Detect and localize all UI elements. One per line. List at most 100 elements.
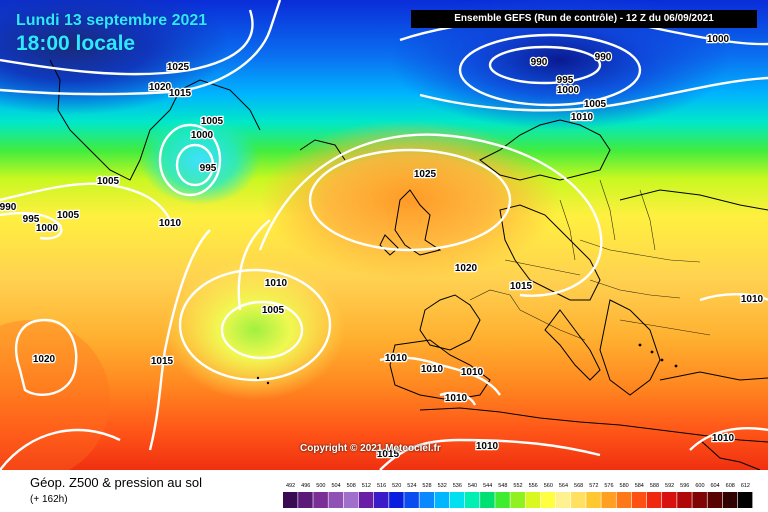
legend-swatch bbox=[434, 492, 450, 508]
isobar-label: 1010 bbox=[476, 441, 499, 452]
legend-swatch bbox=[298, 492, 313, 508]
weather-map: 1025 1020 1015 1005 1000 995 1005 990 995 1005 100… bbox=[0, 0, 768, 470]
country-borders bbox=[469, 179, 711, 341]
legend-tick-label: 604 bbox=[711, 483, 720, 489]
copyright-notice: Copyright © 2021 Meteociel.fr bbox=[300, 443, 441, 454]
legend-tick-label: 600 bbox=[695, 483, 704, 489]
legend-tick-label: 504 bbox=[331, 483, 340, 489]
legend-swatch bbox=[328, 492, 344, 508]
legend-tick-label: 608 bbox=[726, 483, 735, 489]
legend-tick-label: 560 bbox=[544, 483, 553, 489]
legend-swatch bbox=[373, 492, 389, 508]
legend-swatch bbox=[662, 492, 677, 508]
legend-tick-label: 592 bbox=[665, 483, 674, 489]
legend-tick-label: 532 bbox=[438, 483, 447, 489]
isobar-label: 1005 bbox=[97, 176, 120, 187]
isobar-label: 1015 bbox=[169, 88, 192, 99]
legend-tick-label: 508 bbox=[347, 483, 356, 489]
isobar-label: 990 bbox=[0, 202, 17, 213]
footer-subtitle: (+ 162h) bbox=[30, 494, 68, 505]
low-pressure-area-nw bbox=[0, 0, 230, 115]
isobar-label: 1020 bbox=[455, 263, 478, 274]
isobar-label: 990 bbox=[595, 52, 612, 63]
isobar-label: 1010 bbox=[571, 112, 594, 123]
isobar-label: 1010 bbox=[741, 294, 764, 305]
legend-tick-label: 584 bbox=[635, 483, 644, 489]
legend-tick-label: 524 bbox=[407, 483, 416, 489]
date-label: Lundi 13 septembre 2021 bbox=[16, 12, 208, 29]
legend-swatch bbox=[692, 492, 707, 508]
legend-swatch bbox=[631, 492, 647, 508]
isobar-label: 1015 bbox=[151, 356, 174, 367]
isobar-label: 1015 bbox=[377, 449, 400, 460]
legend-tick-label: 516 bbox=[377, 483, 386, 489]
legend-swatch bbox=[525, 492, 541, 508]
legend-swatch bbox=[343, 492, 359, 508]
legend-tick-label: 576 bbox=[604, 483, 613, 489]
legend-swatch bbox=[737, 492, 753, 508]
color-legend: 492 496 500 504 508 512 516 520 524 528 532 536 540 5… bbox=[283, 483, 753, 508]
legend-tick-label: 496 bbox=[301, 483, 310, 489]
isobar-label: 1000 bbox=[557, 85, 580, 96]
legend-tick-label: 612 bbox=[741, 483, 750, 489]
isobar-label: 995 bbox=[23, 214, 40, 225]
legend-swatch bbox=[480, 492, 495, 508]
legend-swatch bbox=[677, 492, 692, 508]
legend-tick-label: 540 bbox=[468, 483, 477, 489]
isobar-label: 1010 bbox=[159, 218, 182, 229]
isobar-lines bbox=[0, 0, 768, 470]
legend-swatch bbox=[404, 492, 419, 508]
isobar-label: 1000 bbox=[707, 34, 730, 45]
isobar-label: 1005 bbox=[584, 99, 607, 110]
time-label: 18:00 locale bbox=[16, 32, 136, 55]
isobar-label: 1005 bbox=[201, 116, 224, 127]
isobar-label: 1025 bbox=[167, 62, 190, 73]
legend-tick-label: 500 bbox=[316, 483, 325, 489]
legend-swatch bbox=[358, 492, 374, 508]
legend-tick-label: 568 bbox=[574, 483, 583, 489]
isobar-label: 1010 bbox=[461, 367, 484, 378]
legend-tick-label: 556 bbox=[529, 483, 538, 489]
legend-swatch bbox=[601, 492, 616, 508]
isobar-label: 1015 bbox=[510, 281, 533, 292]
legend-tick-label: 580 bbox=[620, 483, 629, 489]
isobar-label: 1010 bbox=[421, 364, 444, 375]
legend-swatch bbox=[510, 492, 525, 508]
legend-swatch bbox=[555, 492, 571, 508]
legend-swatch bbox=[495, 492, 510, 508]
cyan-low-area bbox=[140, 115, 260, 205]
legend-swatch bbox=[586, 492, 601, 508]
isobar-label: 995 bbox=[200, 163, 217, 174]
legend-tick-label: 512 bbox=[362, 483, 371, 489]
legend-swatch bbox=[571, 492, 586, 508]
isobar-labels: 1025 1020 1015 1005 1000 995 1005 990 995 1005 100… bbox=[0, 33, 765, 462]
legend-tick-label: 520 bbox=[392, 483, 401, 489]
footer-title: Géop. Z500 & pression au sol bbox=[30, 475, 202, 490]
legend-swatch bbox=[283, 492, 298, 508]
isobar-label: 1000 bbox=[191, 130, 214, 141]
legend-swatch bbox=[449, 492, 465, 508]
legend-swatch bbox=[389, 492, 404, 508]
isobar-label: 1010 bbox=[265, 278, 288, 289]
legend-tick-label: 552 bbox=[513, 483, 522, 489]
legend-swatch bbox=[722, 492, 738, 508]
legend-swatch bbox=[419, 492, 435, 508]
low-pressure-area-north bbox=[390, 0, 730, 130]
isobar-label: 1010 bbox=[445, 393, 468, 404]
legend-swatch bbox=[313, 492, 328, 508]
legend-tick-label: 572 bbox=[589, 483, 598, 489]
southwest-high-area bbox=[0, 320, 110, 470]
isobar-label: 1025 bbox=[414, 169, 437, 180]
legend-tick-label: 544 bbox=[483, 483, 492, 489]
legend-tick-label: 564 bbox=[559, 483, 568, 489]
isobar-label: 1020 bbox=[33, 354, 56, 365]
legend-swatch bbox=[540, 492, 556, 508]
markers bbox=[256, 343, 678, 385]
yellow-ridge-area bbox=[165, 260, 345, 400]
legend-swatch bbox=[616, 492, 632, 508]
isobar-label: 1010 bbox=[712, 433, 735, 444]
legend-swatch bbox=[464, 492, 480, 508]
isobar-label: 1005 bbox=[57, 210, 80, 221]
isobar-label: 1005 bbox=[262, 305, 285, 316]
legend-swatch bbox=[646, 492, 662, 508]
